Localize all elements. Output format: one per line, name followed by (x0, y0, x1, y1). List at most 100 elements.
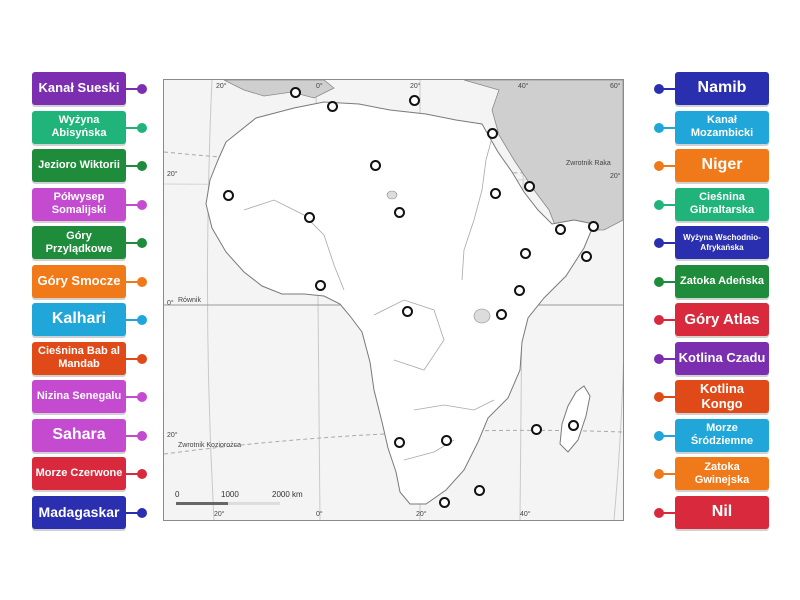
longitude-label: 20° (216, 83, 227, 90)
drag-label[interactable]: Nil (675, 495, 769, 529)
drag-label[interactable]: Kotlina Czadu (675, 341, 769, 375)
drag-label[interactable]: Zatoka Gwinejska (675, 457, 769, 490)
label-connector-dot (137, 122, 147, 133)
drag-label[interactable]: Morze Czerwone (32, 457, 126, 490)
map-drop-target[interactable] (290, 87, 301, 98)
map-drop-target[interactable] (524, 181, 535, 192)
map-drop-target[interactable] (370, 160, 381, 171)
map-drop-target[interactable] (394, 437, 405, 448)
drag-label[interactable]: Zatoka Adeńska (675, 264, 769, 298)
map-frame: Zwrotnik Raka Równik Zwrotnik Koziorożca… (163, 79, 624, 521)
map-drop-target[interactable] (568, 420, 579, 431)
label-connector (660, 396, 675, 398)
longitude-label: 20° (416, 511, 427, 518)
label-connector (126, 203, 141, 206)
map-drop-target[interactable] (439, 497, 450, 508)
label-connector-dot (137, 238, 147, 248)
drag-label[interactable]: Góry Przylądkowe (32, 226, 126, 259)
drag-label[interactable]: Cieśnina Gibraltarska (675, 187, 769, 221)
map-drop-target[interactable] (409, 95, 420, 106)
label-connector (126, 88, 141, 90)
map-drop-target[interactable] (490, 188, 501, 199)
map-drop-target[interactable] (581, 251, 592, 262)
label-connector (660, 203, 675, 206)
drag-label-text: Zatoka Gwinejska (694, 460, 750, 486)
drag-label-text: Góry Smocze (37, 272, 121, 288)
map-drop-target[interactable] (531, 424, 542, 435)
map-drop-target[interactable] (514, 285, 525, 296)
drag-label-text: Jezioro Wiktorii (38, 159, 120, 172)
drag-label[interactable]: Półwysep Somalijski (32, 187, 126, 221)
map-drop-target[interactable] (588, 221, 599, 232)
map-drop-target[interactable] (223, 190, 234, 201)
drag-label[interactable]: Jezioro Wiktorii (32, 149, 126, 182)
map-drop-target[interactable] (394, 207, 405, 218)
label-connector-dot (654, 161, 664, 171)
lake-chad (386, 190, 398, 200)
drag-label-text: Kanał Sueski (38, 80, 120, 96)
label-connector-dot (137, 392, 147, 402)
drag-label[interactable]: Sahara (32, 418, 126, 452)
label-connector-dot (654, 238, 664, 248)
label-connector-dot (137, 430, 147, 441)
drag-label[interactable]: Niger (675, 149, 769, 182)
africa-map (164, 80, 623, 520)
label-connector-dot (137, 469, 147, 479)
drag-label[interactable]: Morze Śródziemne (675, 418, 769, 452)
map-drop-target[interactable] (441, 435, 452, 446)
latitude-label: 20° (610, 173, 621, 180)
drag-label[interactable]: Wyżyna Abisyńska (32, 110, 126, 144)
label-connector-dot (654, 392, 664, 402)
map-drop-target[interactable] (520, 248, 531, 259)
drag-label[interactable]: Kalhari (32, 303, 126, 336)
drag-label[interactable]: Namib (675, 72, 769, 105)
drag-label-text: Kanał Mozambicki (690, 114, 754, 139)
label-connector-dot (137, 276, 147, 287)
label-connector (126, 396, 141, 398)
tropic-of-capricorn-label: Zwrotnik Koziorożca (178, 442, 242, 449)
zambezi-river (413, 399, 495, 411)
drag-label[interactable]: Kanał Sueski (32, 72, 126, 105)
drag-label-text: Niger (701, 156, 743, 174)
scale-label: 2000 km (272, 490, 303, 499)
label-connector-dot (654, 84, 664, 94)
map-drop-target[interactable] (487, 128, 498, 139)
map-drop-target[interactable] (474, 485, 485, 496)
map-drop-target[interactable] (304, 212, 315, 223)
drag-label-text: Zatoka Adeńska (680, 274, 764, 287)
drag-label[interactable]: Madagaskar (32, 495, 126, 529)
map-drop-target[interactable] (555, 224, 566, 235)
drag-label[interactable]: Kotlina Kongo (675, 380, 769, 413)
map-drop-target[interactable] (496, 309, 507, 320)
drag-label[interactable]: Cieśnina Bab al Mandab (32, 341, 126, 375)
label-connector (126, 473, 141, 475)
drag-label[interactable]: Kanał Mozambicki (675, 110, 769, 144)
map-drop-target[interactable] (327, 101, 338, 112)
africa-landmass (205, 101, 595, 505)
longitude-label: 40° (518, 83, 529, 90)
label-connector (660, 434, 675, 437)
drag-label-text: Namib (697, 79, 747, 97)
label-connector-dot (654, 507, 664, 518)
label-connector-dot (137, 161, 147, 171)
label-connector (126, 319, 141, 321)
label-connector-dot (654, 430, 664, 441)
drag-label[interactable]: Nizina Senegalu (32, 380, 126, 413)
longitude-label: 20° (410, 83, 421, 90)
label-connector-dot (654, 353, 664, 364)
label-connector-dot (137, 507, 147, 518)
drag-label-text: Wyżyna Abisyńska (51, 114, 107, 139)
label-connector (660, 242, 675, 244)
drag-label[interactable]: Wyżyna Wschodnio-Afrykańska (675, 226, 769, 259)
label-connector-dot (654, 276, 664, 287)
drag-label[interactable]: Góry Atlas (675, 303, 769, 336)
drag-label-text: Kalhari (51, 310, 107, 328)
niger-river (243, 199, 345, 291)
label-connector (126, 280, 141, 283)
map-drop-target[interactable] (315, 280, 326, 291)
drag-label[interactable]: Góry Smocze (32, 264, 126, 298)
label-connector (660, 88, 675, 90)
drag-label-text: Madagaskar (38, 503, 120, 520)
map-drop-target[interactable] (402, 306, 413, 317)
drag-label-text: Sahara (52, 425, 106, 443)
